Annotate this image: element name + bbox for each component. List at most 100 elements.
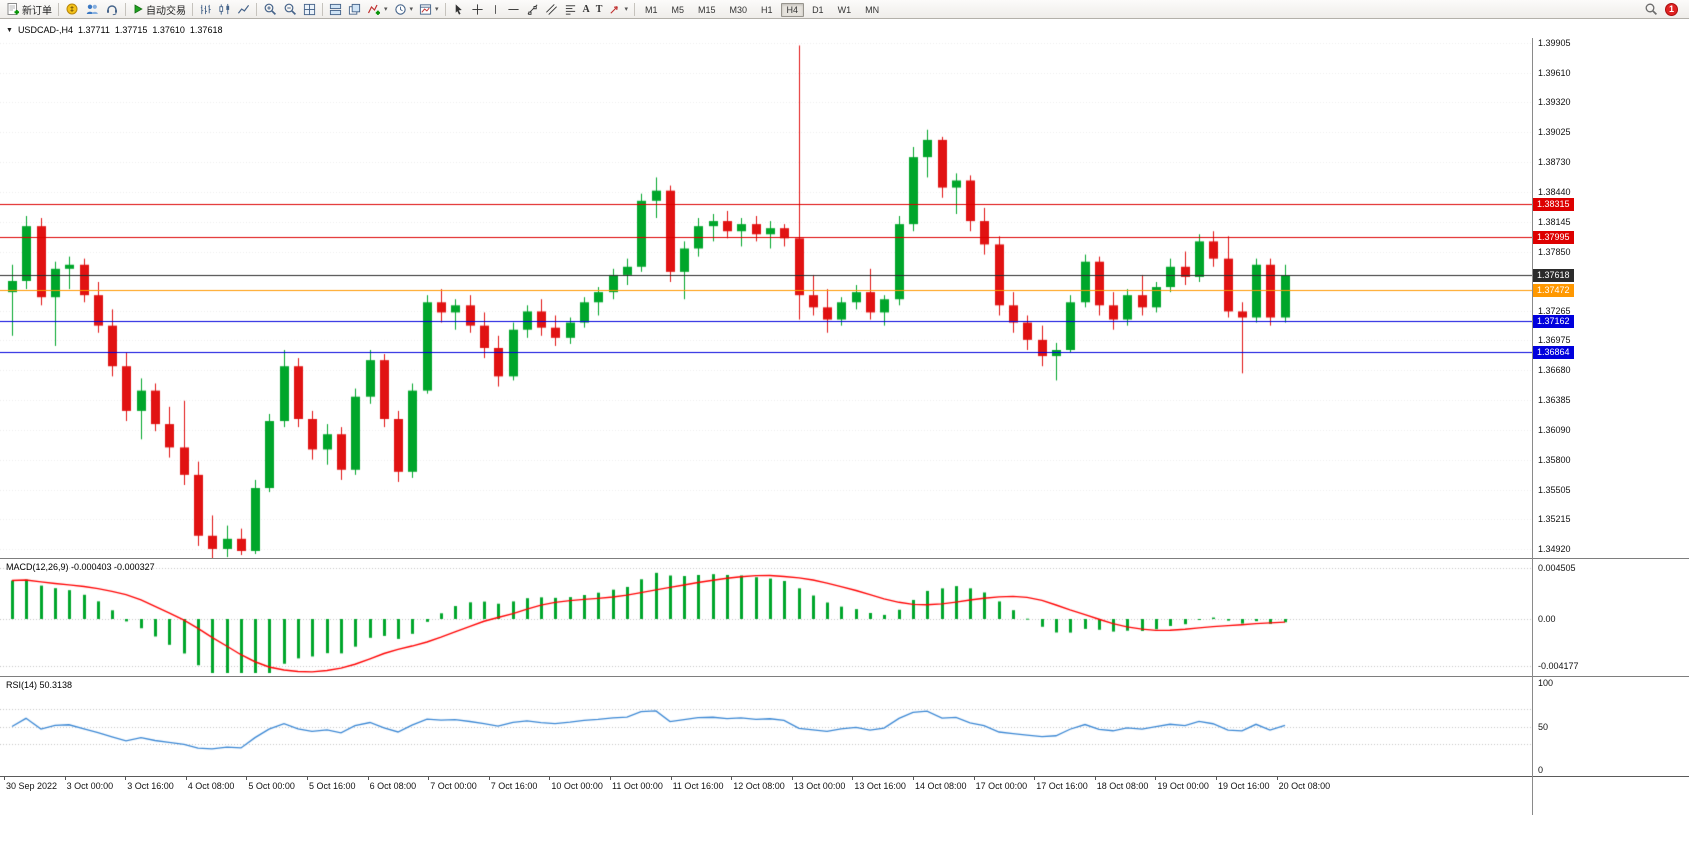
time-axis-label: 13 Oct 00:00 xyxy=(793,781,846,791)
cascade-windows-icon xyxy=(348,3,361,16)
indicators-button[interactable]: ▾ xyxy=(364,1,391,18)
crosshair-button[interactable] xyxy=(468,1,487,18)
price-axis-separator xyxy=(1532,38,1533,815)
time-axis-tick xyxy=(185,777,187,780)
timeframe-toolbar: M1 M5 M15 M30 H1 H4 D1 W1 MN xyxy=(638,0,886,18)
time-axis-label: 11 Oct 00:00 xyxy=(612,781,663,791)
price-axis-label: 1.38145 xyxy=(1538,216,1571,227)
periods-button[interactable]: ▾ xyxy=(391,1,417,18)
timeframe-button-m1[interactable]: M1 xyxy=(644,5,658,15)
timeframe-button-h1[interactable]: H1 xyxy=(761,5,773,15)
community-button[interactable] xyxy=(82,1,102,18)
ohlc-close: 1.37618 xyxy=(189,25,223,35)
timeframe-button-m30[interactable]: M30 xyxy=(729,5,748,15)
time-axis-label: 3 Oct 00:00 xyxy=(66,781,114,791)
timeframe-button-w1[interactable]: W1 xyxy=(837,5,852,15)
cascade-windows-button[interactable] xyxy=(345,1,364,18)
rsi-label: RSI(14) 50.3138 xyxy=(6,680,73,690)
price-tag-bid-price[interactable]: 1.37618 xyxy=(1533,269,1574,282)
autotrading-button[interactable]: 自动交易 xyxy=(129,1,189,18)
time-axis-label: 10 Oct 00:00 xyxy=(551,781,603,791)
price-tag-resistance-2[interactable]: 1.37995 xyxy=(1533,231,1574,244)
channel-icon xyxy=(545,3,558,16)
time-axis-label: 14 Oct 08:00 xyxy=(915,781,967,791)
time-axis-tick xyxy=(488,777,490,780)
new-order-label: 新订单 xyxy=(22,5,52,17)
community-icon xyxy=(85,2,99,16)
time-axis-tick xyxy=(4,777,5,780)
price-tag-support-1[interactable]: 1.37162 xyxy=(1533,315,1574,328)
bar-chart-button[interactable] xyxy=(196,1,215,18)
toolbar-separator xyxy=(192,2,193,16)
price-axis[interactable]: 1.39905 1.39610 1.39320 1.39025 1.38730 1.384… xyxy=(1533,19,1689,558)
ohlc-low: 1.37610 xyxy=(152,25,185,35)
price-axis-label: 1.34920 xyxy=(1538,543,1571,554)
text-tool-button[interactable]: A xyxy=(580,1,593,18)
time-axis-label: 5 Oct 00:00 xyxy=(248,781,295,791)
price-axis-label: 1.35215 xyxy=(1538,514,1571,524)
price-axis-label: 1.36385 xyxy=(1538,395,1571,406)
chart-header: ▼ USDCAD-,H4 1.37711 1.37715 1.37610 1.3… xyxy=(6,25,222,35)
tile-windows-button[interactable] xyxy=(300,1,319,18)
time-axis-label: 30 Sep 2022 xyxy=(6,781,58,791)
price-axis-label: 1.37265 xyxy=(1538,305,1571,316)
clock-icon xyxy=(394,3,407,16)
macd-canvas[interactable] xyxy=(0,559,1532,676)
price-axis-label: 1.39320 xyxy=(1538,97,1571,108)
time-axis-label: 18 Oct 08:00 xyxy=(1096,781,1149,791)
toolbar-separator xyxy=(444,2,446,16)
timeframe-button-m5[interactable]: M5 xyxy=(671,5,684,15)
timeframe-button-d1[interactable]: D1 xyxy=(812,5,824,15)
templates-button[interactable]: ▾ xyxy=(416,1,442,18)
time-axis-tick xyxy=(125,777,127,780)
candlestick-chart-button[interactable] xyxy=(215,1,234,18)
time-axis-tick xyxy=(852,777,854,780)
new-order-icon xyxy=(6,2,20,16)
time-axis[interactable]: 30 Sep 2022 3 Oct 00:00 3 Oct 16:00 4 Oct 0… xyxy=(0,777,1689,797)
time-axis-tick xyxy=(610,777,611,780)
time-axis-tick xyxy=(367,777,369,780)
time-axis-label: 11 Oct 16:00 xyxy=(672,781,724,791)
templates-icon xyxy=(419,3,432,16)
time-axis-tick xyxy=(731,777,733,780)
timeframe-button-mn[interactable]: MN xyxy=(865,5,880,15)
zoom-in-button[interactable] xyxy=(260,1,280,18)
arrange-windows-icon xyxy=(329,3,342,16)
main-chart-canvas[interactable] xyxy=(0,19,1532,558)
cursor-button[interactable] xyxy=(449,1,468,18)
rsi-axis: 100 50 0 xyxy=(1533,677,1689,776)
notification-badge[interactable]: 1 xyxy=(1665,2,1678,16)
zoom-out-button[interactable] xyxy=(280,1,300,18)
arrow-tools-button[interactable]: ▾ xyxy=(605,1,631,18)
trendline-button[interactable] xyxy=(523,1,542,18)
price-tag-pivot-orange[interactable]: 1.37472 xyxy=(1533,284,1574,297)
label-tool-button[interactable]: T xyxy=(593,1,606,18)
time-axis-label: 7 Oct 00:00 xyxy=(430,781,477,791)
horizontal-line-button[interactable] xyxy=(504,1,523,18)
timeframe-button-h4[interactable]: H4 xyxy=(780,3,805,17)
new-order-button[interactable]: 新订单 xyxy=(3,1,55,18)
line-chart-button[interactable] xyxy=(234,1,253,18)
vertical-line-button[interactable] xyxy=(487,1,504,18)
time-axis-tick xyxy=(913,777,914,780)
price-axis-label: 1.39025 xyxy=(1538,127,1571,138)
market-watch-button[interactable] xyxy=(62,1,82,18)
tile-windows-icon xyxy=(303,3,316,16)
zoom-out-icon xyxy=(283,2,297,16)
channel-button[interactable] xyxy=(542,1,561,18)
horizontal-line-icon xyxy=(507,3,520,16)
search-button[interactable] xyxy=(1641,1,1661,18)
rsi-canvas[interactable] xyxy=(0,677,1532,776)
timeframe-button-m15[interactable]: M15 xyxy=(698,5,716,15)
crosshair-icon xyxy=(471,3,484,16)
time-axis-label: 3 Oct 16:00 xyxy=(127,781,174,791)
fibonacci-button[interactable] xyxy=(561,1,580,18)
price-tag-resistance-1[interactable]: 1.38315 xyxy=(1533,198,1574,211)
chart-collapse-arrow-icon[interactable]: ▼ xyxy=(6,26,13,34)
arrange-windows-button[interactable] xyxy=(326,1,345,18)
time-axis-tick xyxy=(973,777,975,780)
macd-axis: 0.004505 0.00 -0.004177 xyxy=(1533,559,1689,676)
price-tag-support-2[interactable]: 1.36864 xyxy=(1533,346,1574,359)
support-button[interactable] xyxy=(102,1,122,18)
